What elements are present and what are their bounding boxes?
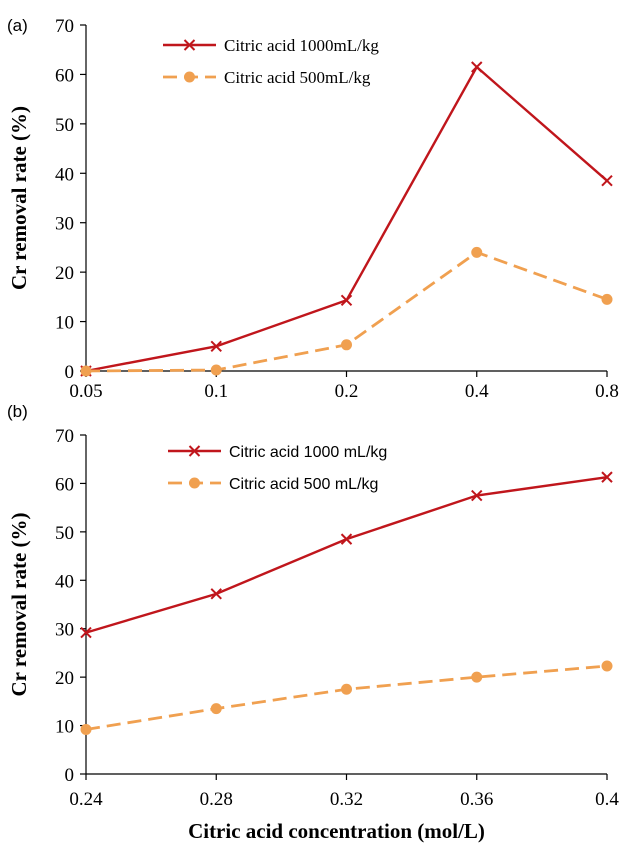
panel-label: (b) [7,402,28,421]
y-axis-title: Cr removal rate (%) [7,106,31,290]
data-point [80,723,92,735]
data-point [341,683,352,695]
data-point [601,471,613,483]
y-tick-label: 70 [55,16,74,37]
series-citric-acid-1000 [80,471,613,639]
legend-label: Citric acid 1000 mL/kg [229,444,387,461]
y-tick-label: 20 [55,263,74,284]
legend-entry: Citric acid 500mL/kg [163,68,371,87]
series-citric-acid-500 [80,246,613,377]
data-point [210,703,222,715]
series-line [85,65,608,373]
x-tick-label: 0.4 [595,789,619,810]
y-tick-label: 50 [55,523,74,544]
data-point [80,365,92,377]
series-citric-acid-500 [80,660,613,735]
y-tick-label: 70 [55,426,74,447]
data-point [601,174,613,187]
data-point [471,61,483,73]
data-point [340,533,353,545]
x-tick-label: 0.32 [330,789,363,810]
legend-label: Citric acid 500mL/kg [224,68,371,87]
data-point [341,339,352,351]
y-tick-label: 50 [55,115,74,136]
legend-marker [184,71,195,83]
legend-marker [183,39,196,51]
legend-entry: Citric acid 500 mL/kg [168,476,378,493]
series-line [85,664,608,731]
data-point [210,364,222,376]
series-citric-acid-1000 [80,61,613,377]
legend-label: Citric acid 1000mL/kg [224,36,379,55]
y-tick-label: 0 [65,765,75,786]
data-point [471,489,483,502]
data-point [80,626,92,639]
legend-entry: Citric acid 1000mL/kg [163,36,379,55]
legend-marker [189,477,200,489]
legend-label: Citric acid 500 mL/kg [229,476,378,493]
chart-panel-a: 0 10 20 30 40 50 60 70 0.05 0.1 0.2 0.4 0.8 Cr remova… [7,16,619,402]
series-line [85,475,608,634]
panel-label: (a) [7,16,28,35]
data-point [210,340,222,352]
y-tick-label: 40 [55,164,74,185]
x-axis-title: Citric acid concentration (mol/L) [188,819,485,843]
y-tick-label: 0 [65,362,75,383]
y-axis-title: Cr removal rate (%) [7,512,31,696]
x-tick-label: 0.05 [69,381,102,402]
x-tick-label: 0.2 [335,381,359,402]
y-tick-label: 10 [55,313,74,334]
x-tick-label: 0.1 [204,381,228,402]
data-point [601,293,613,305]
data-point [471,246,483,258]
data-point [601,660,613,672]
x-tick-label: 0.28 [200,789,233,810]
y-tick-label: 60 [55,474,74,495]
data-point [471,671,483,683]
y-tick-label: 30 [55,620,74,641]
y-tick-label: 20 [55,668,74,689]
x-tick-label: 0.24 [69,789,103,810]
chart-panel-b: 0 10 20 30 40 50 60 70 0.24 0.28 0.32 0.36 0.4 Cr rem… [7,402,619,843]
y-tick-label: 10 [55,717,74,738]
x-tick-label: 0.36 [460,789,493,810]
legend-entry: Citric acid 1000 mL/kg [168,444,387,461]
y-tick-label: 60 [55,65,74,86]
y-tick-label: 30 [55,214,74,235]
legend-marker [188,445,201,457]
data-point [210,588,222,600]
x-tick-label: 0.4 [465,381,489,402]
data-point [340,294,353,307]
y-tick-label: 40 [55,571,74,592]
series-line [85,250,608,373]
x-tick-label: 0.8 [595,381,619,402]
